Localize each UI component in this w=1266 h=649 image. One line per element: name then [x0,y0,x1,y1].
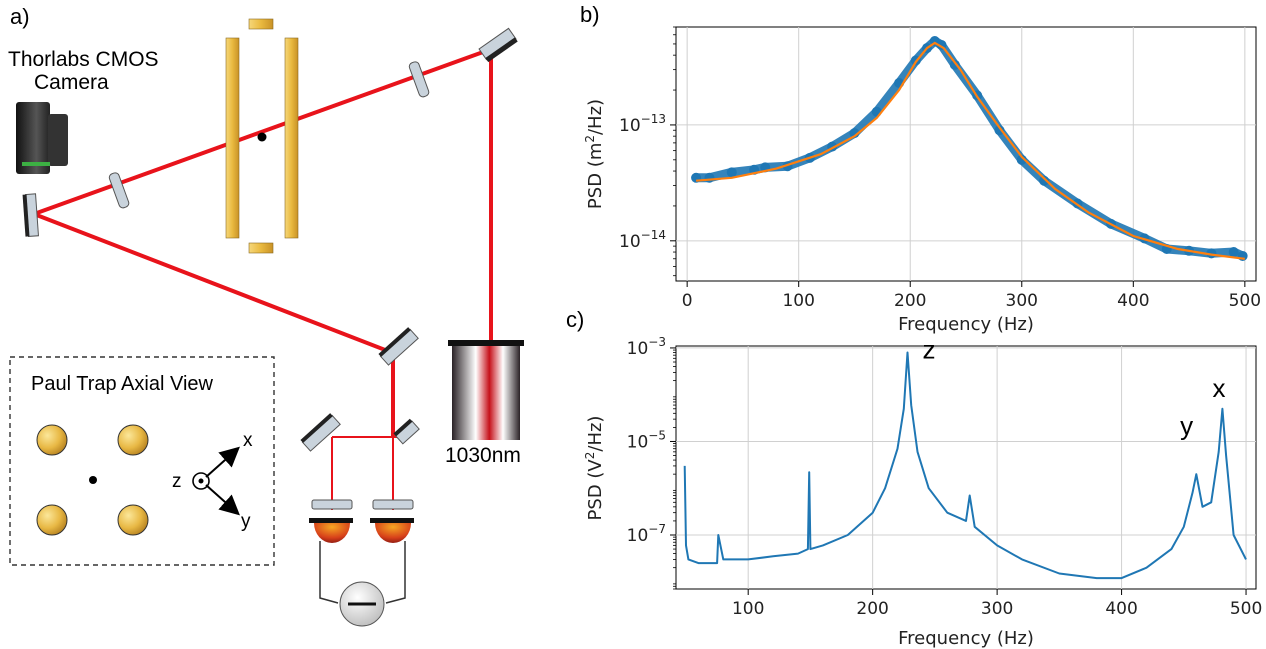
psd-voltage-chart: 100 200 300 400 500 10−3 10−5 10−7 z yx Frequenc… [583,334,1262,649]
photodiode-icon [309,499,353,543]
camera-label-line2: Camera [34,71,109,94]
mirror-icon [378,327,419,366]
x-tick-label: 200 [894,291,926,311]
x-tick-label: 100 [732,599,764,619]
y-tick-label: 10−14 [619,228,666,252]
peak-label-x: x [1212,373,1225,403]
y-axis-arrow [205,484,240,516]
mirror-icon [22,193,39,237]
paul-trap-electrodes [225,18,299,254]
y-axis-label: PSD (m2/Hz) [583,99,606,209]
meter-icon [339,581,385,627]
data-point [994,125,1005,136]
panel-label-c: c) [566,307,584,332]
mirror-icon [478,27,518,63]
electrode-disk [117,424,149,456]
y-tick-label: 10−7 [627,522,666,546]
trap-axial-inset: Paul Trap Axial View x y z [9,356,275,566]
schematic-panel: a) Thorlabs CMOS Camera [8,4,524,627]
x-tick-label: 300 [1006,291,1038,311]
axis-label-x: x [243,430,253,451]
laser-icon [448,340,524,440]
x-tick-label: 0 [682,291,693,311]
camera-icon [16,102,68,174]
data-point [849,128,860,139]
data-point [1228,247,1239,258]
data-point [726,167,737,178]
axis-label-z: z [172,471,182,492]
x-tick-label: 100 [782,291,814,311]
x-tick-label: 500 [1230,599,1262,619]
lens-icon [408,61,430,98]
y-axis-label: PSD (V2/Hz) [583,416,606,521]
y-tick-label: 10−3 [627,335,666,359]
electrode-disk [117,504,149,536]
detector-wiring [319,541,406,604]
photodiode-icon [370,499,414,543]
laser-label: 1030nm [445,444,521,467]
data-point [1039,175,1050,186]
lens-icon [108,172,130,209]
electrode-disk [36,504,68,536]
x-axis-label: Frequency (Hz) [898,628,1034,649]
x-axis-arrow [205,446,240,478]
x-axis-label: Frequency (Hz) [898,314,1034,335]
x-tick-label: 400 [1117,291,1149,311]
peak-label-z: z [922,334,935,364]
y-tick-label: 10−13 [619,112,666,136]
data-point [1016,154,1027,165]
laser-beam-path [33,45,498,510]
inset-title: Paul Trap Axial View [31,373,214,395]
camera-label-line1: Thorlabs CMOS [8,48,159,71]
x-tick-label: 500 [1229,291,1261,311]
mirror-icon [300,413,341,452]
trapped-particle [89,476,97,484]
fit-curve [696,41,1245,260]
x-tick-label: 300 [981,599,1013,619]
panel-label-a: a) [10,4,30,29]
x-tick-label: 400 [1105,599,1137,619]
peak-label-y: y [1180,411,1193,441]
psd-series-line [683,351,1247,580]
electrode-disk [36,424,68,456]
beamsplitter-icon [393,418,420,445]
x-tick-label: 200 [856,599,888,619]
psd-position-chart: 0 100 200 300 400 500 10−13 10−14 Frequency (Hz… [583,26,1261,335]
y-tick-label: 10−5 [627,428,666,452]
axis-label-y: y [241,511,251,532]
data-point [704,172,715,183]
panel-label-b: b) [580,2,600,27]
